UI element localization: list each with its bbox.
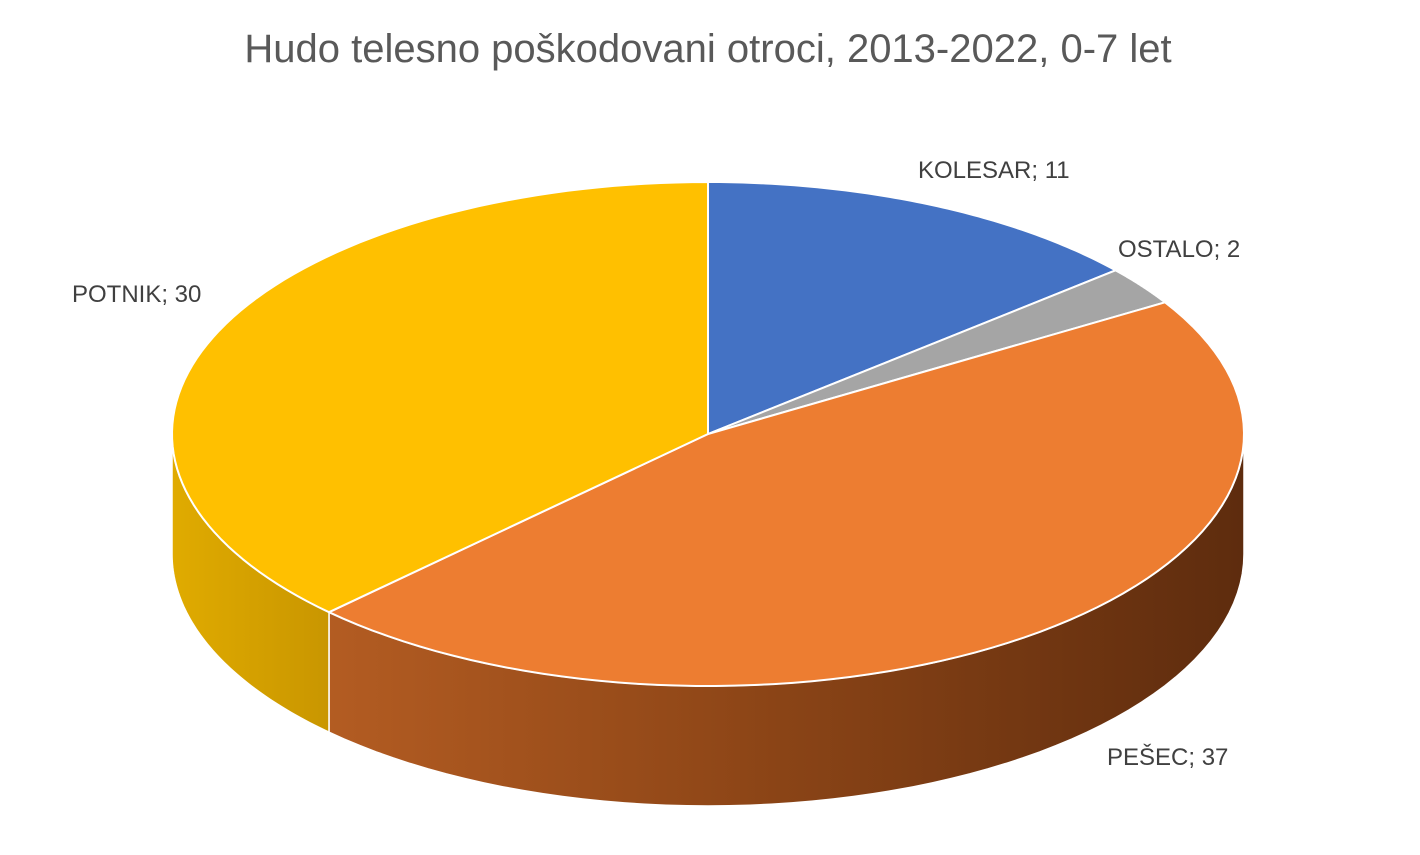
pie-slice-ostalo [707,269,1167,435]
pie-slices [171,181,1245,687]
data-labels: KOLESAR; 11 OSTALO; 2 PEŠEC; 37 POTNIK; 30 [72,157,1240,771]
pie-slice-potnik [171,181,709,614]
data-label-kolesar: KOLESAR; 11 [918,157,1070,184]
data-label-potnik: POTNIK; 30 [72,281,201,308]
pie-slice-kolesar [707,181,1117,435]
pie-slice-pesec [327,301,1245,687]
data-label-ostalo: OSTALO; 2 [1118,236,1240,263]
data-label-pesec: PEŠEC; 37 [1107,743,1228,771]
chart-title: Hudo telesno poškodovani otroci, 2013-20… [244,27,1171,71]
